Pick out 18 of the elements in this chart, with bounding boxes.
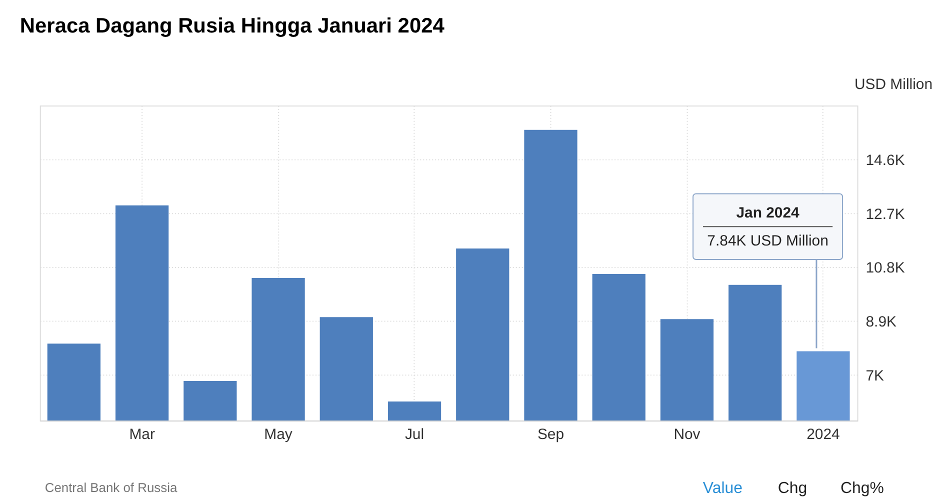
text: Central Bank of Russia [44,480,178,496]
text: Value [702,480,743,498]
chart-title: Neraca Dagang Rusia Hingga Januari 2024 [20,14,445,38]
annotation: Jan 2024 7.84K USD Million [707,204,828,250]
y-tick-label: 14.6K [866,152,905,169]
y-tick-label: 8.9K [866,314,897,331]
x-tick-label: May [264,426,293,443]
x-tick-label: Sep [537,426,564,443]
text: Chg% [840,480,884,498]
y-tick-label: 7K [866,368,884,385]
x-tick-label: Nov [674,426,701,443]
y-tick-label: 12.7K [866,206,905,223]
y-tick-label: 10.8K [866,260,905,277]
x-tick-label: Mar [129,426,155,443]
x-tick-label: Jul [404,426,424,443]
x-tick-label: 2024 [806,426,840,443]
y-axis-title: USD Million [854,76,933,94]
text: Chg [778,480,808,498]
